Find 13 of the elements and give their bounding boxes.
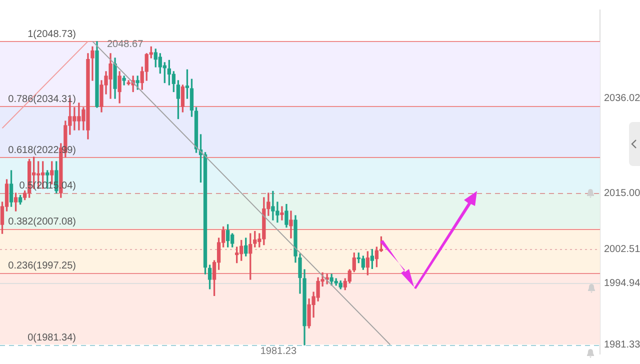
ref-line-label: 0.382(2007.08) (8, 216, 76, 228)
y-tick-label: 2002.51 (604, 244, 640, 255)
y-tick-label: 2015.00 (604, 188, 640, 199)
annotation: 1981.23 (260, 346, 297, 357)
y-tick-label: 1994.94 (604, 278, 640, 290)
y-tick-label: 2036.02 (604, 93, 640, 104)
candlestick (289, 210, 293, 238)
candlestick (280, 206, 284, 220)
ref-line-label: 0(1981.34) (28, 332, 76, 344)
ref-line-label: 1(2048.73) (28, 28, 76, 40)
annotation: 2048.67 (106, 39, 144, 50)
ref-line-label: 0.236(1997.25) (8, 260, 76, 272)
y-tick-label: 1981.33 (604, 339, 640, 350)
